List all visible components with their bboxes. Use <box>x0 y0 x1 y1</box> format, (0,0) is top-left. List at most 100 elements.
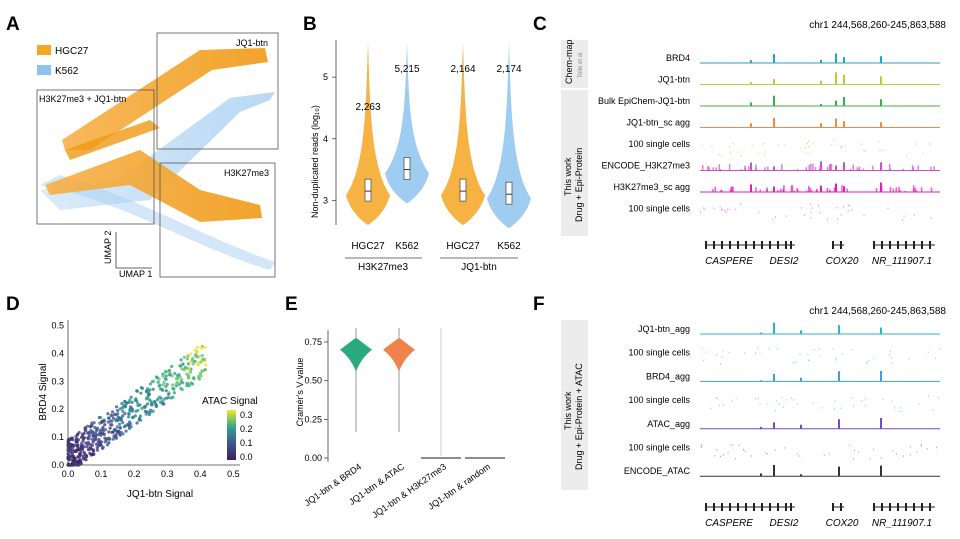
scatter-point <box>162 380 166 384</box>
gene-label: DESI2 <box>770 518 799 529</box>
sc-dot <box>703 359 705 362</box>
scatter-point <box>185 357 189 361</box>
track-noise <box>728 164 731 171</box>
scatter-y-tick: 0.0 <box>51 460 64 470</box>
gene-exon <box>705 241 707 249</box>
sc-dot <box>721 356 723 358</box>
side-bar-thiswork <box>561 90 588 236</box>
scatter-axes: 0.0 0.1 0.2 0.3 0.4 0.5 0.0 0.1 0.2 0.3 0.4 0.5 <box>51 320 240 479</box>
track-noise <box>856 167 859 171</box>
sc-dot <box>743 448 745 451</box>
sc-dot <box>920 445 922 447</box>
sc-dot <box>826 218 828 221</box>
sc-dot <box>894 407 896 409</box>
e-y-label: Cramér's V value <box>295 358 305 427</box>
scatter-point <box>175 380 179 384</box>
track-6: ENCODE_ATAC <box>624 464 940 477</box>
scatter-point <box>138 414 142 418</box>
violin-box <box>364 178 372 202</box>
scatter-point <box>111 410 115 414</box>
scatter-point <box>170 383 175 387</box>
sc-dot <box>764 154 766 156</box>
scatter-point <box>86 424 90 428</box>
scatter-point <box>180 377 184 382</box>
track-noise <box>829 190 832 192</box>
sc-dot <box>852 458 854 460</box>
track-peak <box>750 162 752 171</box>
sc-dot <box>719 455 721 458</box>
track-peak <box>820 103 822 106</box>
scatter-points <box>66 344 208 467</box>
track-list-c: BRD4 JQ1-btn Bulk EpiChem-JQ1-btn JQ1-btn_s… <box>598 53 940 221</box>
track-peak <box>880 465 882 477</box>
scatter-point <box>152 379 156 383</box>
scatter-point <box>76 455 80 459</box>
sc-dot <box>796 403 798 405</box>
legend-label-hgc27: HGC27 <box>55 46 89 57</box>
scatter-point <box>127 420 132 424</box>
scatter-y-label: BRD4 Signal <box>38 363 49 420</box>
scatter-point <box>152 399 157 404</box>
scatter-point <box>93 436 98 440</box>
scatter-point <box>118 433 122 437</box>
scatter-point <box>154 402 158 406</box>
scatter-point <box>122 425 126 429</box>
sc-dot <box>915 143 917 145</box>
track-noise <box>904 190 906 192</box>
gene-exon <box>929 503 931 511</box>
track-noise <box>748 166 750 171</box>
sc-dot <box>920 444 922 446</box>
sc-dot <box>810 211 812 214</box>
umap-hgc27-upper-2 <box>65 120 160 160</box>
e-y-tick-label: 0.75 <box>304 337 322 347</box>
scatter-point <box>89 428 93 433</box>
track-noise <box>920 187 923 192</box>
track-noise <box>793 190 796 192</box>
scatter-point <box>164 396 169 400</box>
scatter-point <box>188 370 193 374</box>
scatter-point <box>123 412 127 416</box>
scatter-point <box>195 349 199 353</box>
scatter-point <box>148 410 152 415</box>
sc-dot <box>715 397 717 399</box>
scatter-point <box>176 376 180 381</box>
sc-dot <box>800 147 802 150</box>
sc-dot <box>901 219 903 221</box>
gene-exon <box>897 241 899 249</box>
track-peak <box>843 74 845 85</box>
sc-dot <box>880 457 882 459</box>
scatter-point <box>77 430 81 435</box>
scatter-point <box>169 396 173 400</box>
scatter-point <box>139 418 143 422</box>
track-peak <box>820 185 822 192</box>
track-peak <box>800 330 802 334</box>
sc-dot <box>757 347 759 350</box>
sc-dot <box>851 349 853 351</box>
scatter-point <box>198 372 203 376</box>
track-noise <box>740 169 742 171</box>
gene-exon <box>721 503 723 511</box>
track-label: 100 single cells <box>628 395 690 405</box>
scatter-point <box>84 455 88 459</box>
gene-exon <box>889 503 891 511</box>
scatter-point <box>75 433 80 437</box>
gene-exon <box>737 503 739 511</box>
scatter-point <box>103 440 107 444</box>
gene-exon <box>745 241 747 249</box>
sc-dot <box>701 444 703 446</box>
track-0: JQ1-btn_agg <box>638 322 940 335</box>
track-3: JQ1-btn_sc agg <box>626 118 940 128</box>
track-0: BRD4 <box>666 53 940 64</box>
sc-dot <box>774 449 776 451</box>
track-noise <box>731 186 734 192</box>
sc-dot <box>819 354 821 357</box>
track-noise <box>895 187 897 192</box>
track-noise <box>755 167 757 171</box>
sc-dot <box>927 395 929 397</box>
sc-dot <box>701 347 703 350</box>
gene-exon <box>753 503 755 511</box>
sc-dot <box>750 455 752 457</box>
scatter-point <box>135 421 139 425</box>
sc-dot <box>916 451 918 453</box>
violin-y-tick-label: 5 <box>323 72 328 82</box>
